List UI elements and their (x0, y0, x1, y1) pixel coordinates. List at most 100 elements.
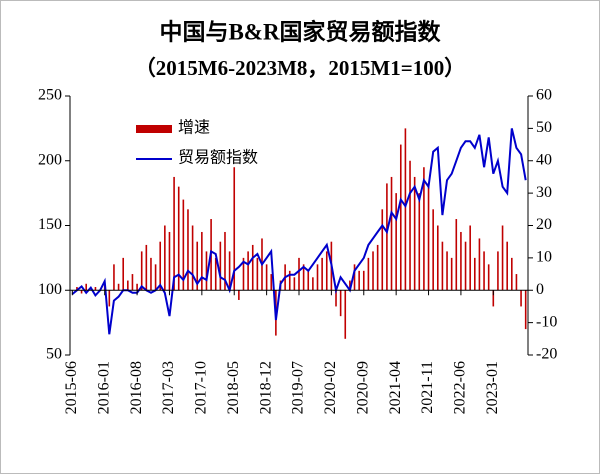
bar (349, 280, 351, 291)
bar (214, 257, 217, 291)
bar (450, 257, 453, 291)
bar (506, 241, 508, 291)
bar (497, 251, 499, 291)
y-tick-label: 100 (38, 281, 62, 298)
x-tick-label: 2017-03 (160, 361, 177, 414)
bar (404, 128, 407, 291)
bar (150, 257, 152, 291)
bar (307, 270, 310, 291)
bar (381, 209, 384, 291)
bar (122, 257, 125, 291)
bar (187, 209, 189, 291)
bar (409, 160, 411, 291)
x-tick-label: 2021-11 (419, 361, 436, 414)
bar (367, 257, 370, 291)
bar (413, 176, 416, 291)
line (71, 128, 527, 335)
x-tick-label: 2018-12 (257, 361, 274, 414)
bar (201, 231, 203, 291)
legend-swatch (136, 125, 172, 133)
bar (339, 290, 342, 317)
x-tick-label: 2019-07 (290, 361, 307, 414)
bar (182, 199, 185, 291)
bar (159, 241, 162, 291)
y2-tick-label: 50 (536, 119, 552, 136)
bar (362, 270, 365, 291)
bar (483, 251, 485, 291)
bar (136, 283, 138, 291)
y-tick-label: 50 (46, 346, 62, 363)
bar (469, 225, 471, 291)
bar (117, 283, 120, 291)
bar (520, 290, 522, 307)
x-tick-label: 2020-02 (322, 361, 339, 414)
bar (173, 176, 175, 291)
bar (205, 251, 208, 291)
y2-tick-label: 0 (536, 281, 544, 298)
bar (441, 241, 444, 291)
bar (358, 270, 360, 291)
bar (460, 231, 462, 291)
bar (196, 241, 199, 291)
bar (108, 290, 111, 307)
y-tick-label: 200 (38, 151, 62, 168)
bar (321, 257, 323, 291)
bar (288, 270, 291, 291)
bar (515, 274, 518, 291)
bar (94, 287, 97, 291)
bar (76, 287, 78, 291)
bar (164, 225, 166, 291)
bar (436, 225, 439, 291)
bar (492, 290, 495, 307)
bar (325, 251, 328, 291)
x-tick-label: 2023-01 (484, 361, 501, 414)
bar (251, 244, 254, 291)
bar (418, 193, 421, 291)
bar (247, 251, 249, 291)
bar (219, 241, 222, 291)
bar (256, 257, 259, 291)
bar (511, 257, 513, 291)
bar (298, 257, 300, 291)
y-tick-label: 150 (38, 216, 62, 233)
y2-tick-label: -20 (536, 346, 557, 363)
chart-subtitle: （2015M6-2023M8，2015M1=100） (135, 56, 465, 80)
x-tick-label: 2021-04 (387, 361, 404, 414)
bar (242, 257, 245, 291)
x-tick-label: 2017-10 (193, 361, 210, 414)
legend-label: 贸易额指数 (178, 149, 258, 167)
x-tick-label: 2018-05 (225, 361, 242, 414)
bar (154, 264, 157, 291)
bar (145, 244, 148, 291)
bar (399, 144, 402, 291)
bar (113, 264, 115, 291)
bar (168, 231, 171, 291)
bar (85, 283, 87, 291)
bar (191, 225, 194, 291)
bar (395, 193, 397, 291)
bar (390, 176, 393, 291)
bar (432, 209, 434, 291)
x-tick-label: 2022-06 (452, 361, 469, 414)
bar (80, 290, 83, 294)
bar (302, 264, 305, 291)
chart-title: 中国与B&R国家贸易额指数 (159, 18, 441, 44)
bar (473, 257, 476, 291)
bar (353, 264, 356, 291)
bar (312, 277, 314, 291)
bar (127, 280, 129, 291)
y2-tick-label: 60 (536, 87, 552, 104)
y2-tick-label: 40 (536, 151, 552, 168)
bar (224, 231, 226, 291)
bar (344, 290, 347, 339)
bar (131, 274, 134, 291)
bar (233, 167, 236, 291)
bar (335, 290, 337, 307)
bar (427, 183, 430, 291)
bar (238, 290, 240, 300)
bar (446, 251, 448, 291)
bar (423, 167, 425, 291)
x-tick-label: 2020-09 (354, 361, 371, 414)
